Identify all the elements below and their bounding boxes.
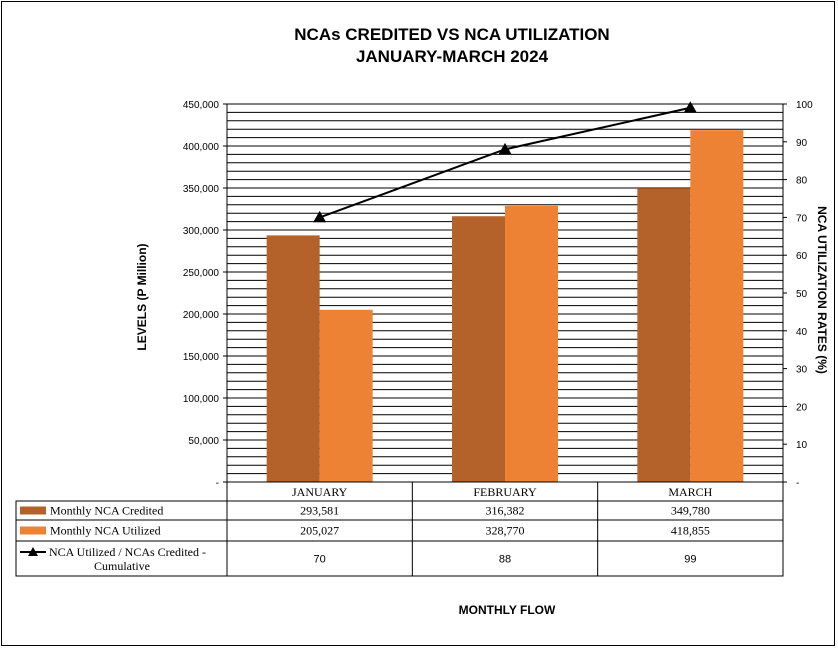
legend-label: NCA Utilized / NCAs Credited -Cumulative — [49, 545, 206, 573]
data-table: JANUARY FEBRUARY MARCH Monthly NCA Credited… — [15, 482, 784, 577]
y-tick-label: 50,000 — [188, 436, 219, 447]
y-tick-label: 250,000 — [183, 268, 220, 279]
line-series — [313, 101, 697, 223]
legend-label: Monthly NCA Utilized — [50, 524, 161, 538]
bars — [266, 130, 744, 483]
bar-credited — [266, 235, 320, 482]
bar-credited — [637, 188, 691, 482]
y2-tick-label: 20 — [796, 402, 808, 413]
bar-utilized — [690, 130, 744, 482]
x-tick-label: MARCH — [668, 485, 712, 499]
y2-tick-label: 50 — [796, 289, 808, 300]
y-tick-label: 400,000 — [183, 142, 220, 153]
y-tick-label: - — [216, 478, 219, 489]
y-tick-label: 450,000 — [183, 100, 220, 111]
y-tick-label: 300,000 — [183, 226, 220, 237]
y-tick-label: 200,000 — [183, 310, 220, 321]
data-label: 316,382 — [486, 504, 525, 518]
data-label: 205,027 — [300, 524, 339, 538]
chart-title: NCAs CREDITED VS NCA UTILIZATION — [294, 25, 610, 44]
legend-label: Monthly NCA Credited — [50, 504, 163, 518]
line-point — [683, 101, 697, 113]
y2-tick-label: 90 — [796, 138, 808, 149]
chart-subtitle: JANUARY-MARCH 2024 — [355, 47, 549, 66]
y-tick-label: 150,000 — [183, 352, 220, 363]
data-label: 88 — [499, 554, 511, 566]
x-axis-label: MONTHLY FLOW — [459, 603, 556, 617]
y2-tick-label: 100 — [796, 100, 813, 111]
legend-key — [20, 526, 46, 535]
y2-tick-label: 80 — [796, 176, 808, 187]
y2-tick-label: 70 — [796, 213, 808, 224]
x-tick-label: FEBRUARY — [473, 485, 537, 499]
data-label: 293,581 — [300, 504, 339, 518]
bar-utilized — [505, 205, 558, 483]
y2-tick-label: - — [796, 478, 799, 489]
y-tick-label: 100,000 — [183, 394, 220, 405]
y-tick-label: 350,000 — [183, 184, 220, 195]
axes: - 50,000 100,000 150,000 200,000 250,000 300,0… — [183, 100, 813, 489]
data-label: 418,855 — [671, 524, 710, 538]
data-label: 328,770 — [486, 524, 525, 538]
line-point — [313, 210, 327, 223]
x-tick-label: JANUARY — [292, 485, 348, 499]
bar-utilized — [319, 309, 373, 482]
y2-tick-label: 30 — [796, 365, 808, 376]
y-axis-label: LEVELS (P Million) — [135, 243, 149, 350]
y2-tick-label: 60 — [796, 251, 808, 262]
y2-axis-label: NCA UTILIZATION RATES (%) — [815, 206, 829, 374]
data-label: 70 — [314, 554, 326, 566]
y2-tick-label: 10 — [796, 440, 808, 451]
data-label: 99 — [684, 554, 696, 566]
legend-key — [20, 506, 46, 515]
y2-tick-label: 40 — [796, 327, 808, 338]
data-label: 349,780 — [671, 504, 710, 518]
legend-key-marker — [28, 547, 38, 556]
line-point — [498, 142, 512, 155]
bar-credited — [452, 216, 505, 482]
